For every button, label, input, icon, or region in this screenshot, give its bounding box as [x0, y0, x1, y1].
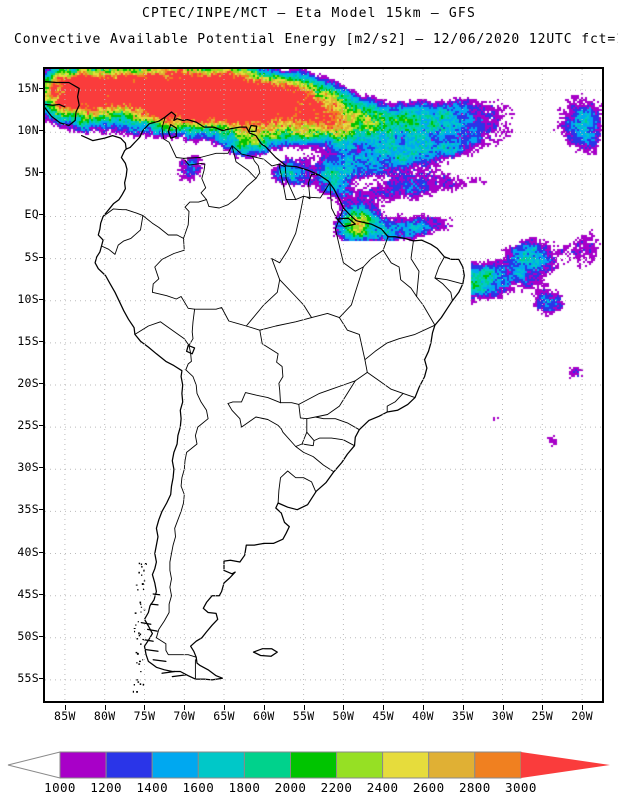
x-tick-label: 25W	[531, 709, 554, 723]
chart-title: CPTEC/INPE/MCT — Eta Model 15km — GFS	[142, 6, 476, 21]
y-tick-mark	[39, 677, 44, 679]
y-tick-mark	[39, 256, 44, 258]
y-tick-mark	[39, 340, 44, 342]
y-tick-label: 10N	[17, 123, 39, 138]
colorbar-tick-label: 3000	[505, 780, 537, 795]
x-tick-label: 40W	[412, 709, 434, 723]
y-tick-label: 40S	[17, 544, 39, 559]
y-tick-label: 45S	[17, 586, 39, 601]
colorbar-tick-label: 2200	[320, 780, 353, 795]
y-tick-label: 15N	[17, 81, 39, 96]
x-tick-mark	[224, 705, 226, 710]
y-tick-label: EQ	[24, 207, 39, 222]
x-tick-label: 70W	[173, 709, 196, 723]
y-tick-label: 55S	[17, 670, 39, 685]
y-tick-mark	[39, 130, 44, 132]
x-tick-mark	[542, 705, 544, 710]
y-tick-label: 10S	[17, 291, 39, 306]
chart-subtitle: Convective Available Potential Energy [m…	[14, 32, 618, 47]
y-tick-mark	[39, 383, 44, 384]
x-tick-label: 85W	[54, 709, 76, 723]
x-tick-mark	[422, 705, 424, 710]
colorbar: 1000 1200 1400 1600 1800 2000 2200 2400 2600 2800…	[0, 748, 618, 798]
y-tick-label: 5S	[24, 249, 39, 264]
x-tick-mark	[502, 705, 504, 710]
x-tick-mark	[343, 705, 345, 710]
x-tick-label: 60W	[252, 709, 275, 723]
x-tick-mark	[64, 705, 66, 710]
y-tick-mark	[39, 593, 44, 595]
y-tick-mark	[39, 214, 44, 216]
y-tick-label: 50S	[17, 628, 39, 643]
coastline-and-borders	[45, 80, 465, 693]
y-axis-latitude: 15N 10N 5N EQ 5S 10S 15S 20S 25S 30S 35S 40S 45S 50S 5…	[0, 67, 44, 703]
x-tick-label: 55W	[292, 709, 315, 723]
x-tick-label: 50W	[332, 709, 355, 723]
colorbar-tick-label: 1200	[90, 780, 122, 795]
y-tick-label: 20S	[17, 376, 39, 390]
x-axis-longitude: 85W 80W 75W 70W 65W 60W 55W 50W 45W 40W 35W 30W 25W 2…	[43, 705, 604, 731]
y-tick-mark	[39, 551, 44, 553]
y-tick-label: 35S	[17, 502, 39, 517]
colorbar-tick-label: 2800	[458, 780, 491, 795]
colorbar-tick-label: 1600	[182, 780, 215, 795]
x-tick-label: 80W	[93, 709, 116, 723]
y-tick-mark	[39, 635, 44, 637]
colorbar-tick-label: 2400	[366, 780, 399, 795]
x-tick-mark	[184, 705, 186, 710]
x-tick-label: 35W	[451, 709, 474, 723]
x-tick-mark	[303, 705, 305, 710]
colorbar-tick-label: 1400	[136, 780, 169, 795]
map-plot-area	[43, 67, 604, 703]
x-tick-label: 20W	[571, 709, 593, 723]
x-tick-mark	[462, 705, 464, 710]
y-tick-mark	[39, 467, 44, 469]
y-tick-label: 25S	[17, 418, 39, 433]
y-tick-label: 15S	[17, 333, 39, 348]
y-tick-mark	[39, 425, 44, 427]
y-tick-label: 5N	[24, 165, 39, 180]
x-tick-label: 45W	[372, 709, 395, 723]
colorbar-tick-label: 2600	[412, 780, 445, 795]
colorbar-tick-label: 1000	[44, 780, 76, 795]
y-tick-mark	[39, 88, 44, 90]
x-tick-label: 30W	[491, 709, 514, 723]
x-tick-label: 65W	[213, 709, 235, 723]
x-tick-label: 75W	[133, 709, 156, 723]
x-tick-mark	[383, 705, 385, 710]
x-tick-mark	[104, 705, 106, 710]
x-tick-mark	[582, 705, 584, 710]
colorbar-tick-label: 1800	[228, 780, 261, 795]
y-tick-mark	[39, 172, 44, 174]
y-tick-mark	[39, 509, 44, 511]
y-tick-mark	[39, 298, 44, 300]
x-tick-mark	[263, 705, 265, 710]
x-tick-mark	[144, 705, 146, 710]
y-tick-label: 30S	[17, 460, 39, 475]
colorbar-tick-label: 2000	[274, 780, 307, 795]
colorbar-swatches	[7, 751, 610, 779]
